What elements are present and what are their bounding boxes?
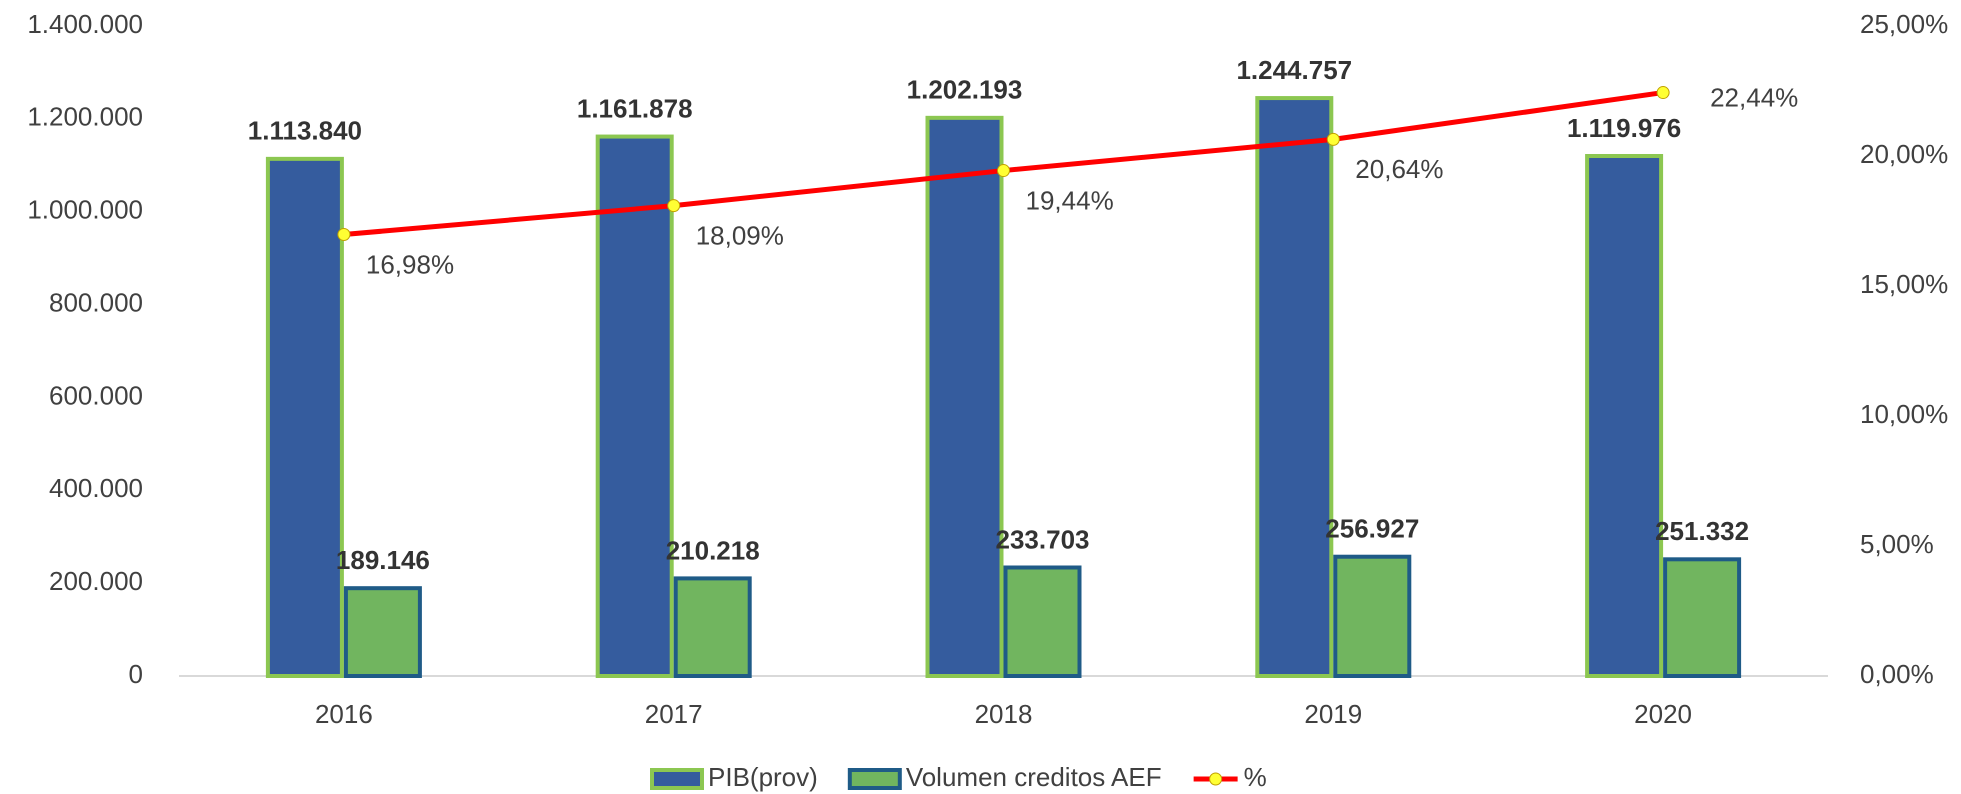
x-tick-label: 2019 bbox=[1304, 699, 1362, 729]
data-label: 1.244.757 bbox=[1236, 55, 1352, 85]
marker bbox=[1656, 86, 1670, 100]
y-tick-label: 600.000 bbox=[49, 380, 143, 410]
x-tick-label: 2018 bbox=[975, 699, 1033, 729]
y-tick-label: 800.000 bbox=[49, 287, 143, 317]
bar bbox=[595, 134, 674, 678]
y2-tick-label: 5,00% bbox=[1860, 529, 1934, 559]
marker bbox=[667, 199, 681, 213]
data-label: 210.218 bbox=[666, 535, 760, 565]
bar bbox=[343, 586, 422, 678]
y2-tick-label: 20,00% bbox=[1860, 139, 1948, 169]
data-label: 1.161.878 bbox=[577, 93, 693, 123]
marker bbox=[1326, 132, 1340, 146]
y-tick-label: 1.000.000 bbox=[27, 195, 143, 225]
legend-label: Volumen creditos AEF bbox=[906, 762, 1162, 792]
y2-tick-label: 15,00% bbox=[1860, 269, 1948, 299]
bar bbox=[673, 576, 752, 679]
y-tick-label: 400.000 bbox=[49, 473, 143, 503]
y-tick-label: 1.200.000 bbox=[27, 102, 143, 132]
x-tick-label: 2020 bbox=[1634, 699, 1692, 729]
legend-swatch bbox=[650, 768, 704, 790]
y-tick-label: 0 bbox=[129, 659, 143, 689]
data-label: 16,98% bbox=[366, 249, 454, 279]
data-label: 1.113.840 bbox=[248, 116, 362, 146]
bar bbox=[1663, 557, 1742, 678]
y2-tick-label: 10,00% bbox=[1860, 399, 1948, 429]
bar bbox=[265, 156, 344, 679]
data-label: 1.119.976 bbox=[1567, 113, 1681, 143]
data-label: 19,44% bbox=[1026, 185, 1114, 215]
y2-tick-label: 0,00% bbox=[1860, 659, 1934, 689]
bar bbox=[1333, 554, 1412, 678]
bar bbox=[1255, 96, 1334, 679]
marker bbox=[337, 228, 351, 242]
bar bbox=[1003, 565, 1082, 679]
y2-tick-label: 25,00% bbox=[1860, 9, 1948, 39]
data-label: 256.927 bbox=[1325, 514, 1419, 544]
data-label: 18,09% bbox=[696, 221, 784, 251]
data-label: 22,44% bbox=[1710, 82, 1798, 112]
y-tick-label: 200.000 bbox=[49, 566, 143, 596]
legend-swatch bbox=[847, 768, 902, 790]
y-tick-label: 1.400.000 bbox=[27, 9, 143, 39]
legend-label: % bbox=[1244, 762, 1267, 792]
data-label: 189.146 bbox=[336, 545, 430, 575]
data-label: 20,64% bbox=[1355, 154, 1443, 184]
data-label: 1.202.193 bbox=[907, 75, 1023, 105]
legend-swatch bbox=[1209, 772, 1223, 786]
bar bbox=[925, 115, 1004, 678]
x-tick-label: 2016 bbox=[315, 699, 373, 729]
x-tick-label: 2017 bbox=[645, 699, 703, 729]
data-label: 233.703 bbox=[996, 524, 1090, 554]
bar bbox=[1585, 154, 1664, 678]
marker bbox=[997, 164, 1010, 178]
data-label: 251.332 bbox=[1655, 516, 1749, 546]
legend-label: PIB(prov) bbox=[708, 762, 818, 792]
